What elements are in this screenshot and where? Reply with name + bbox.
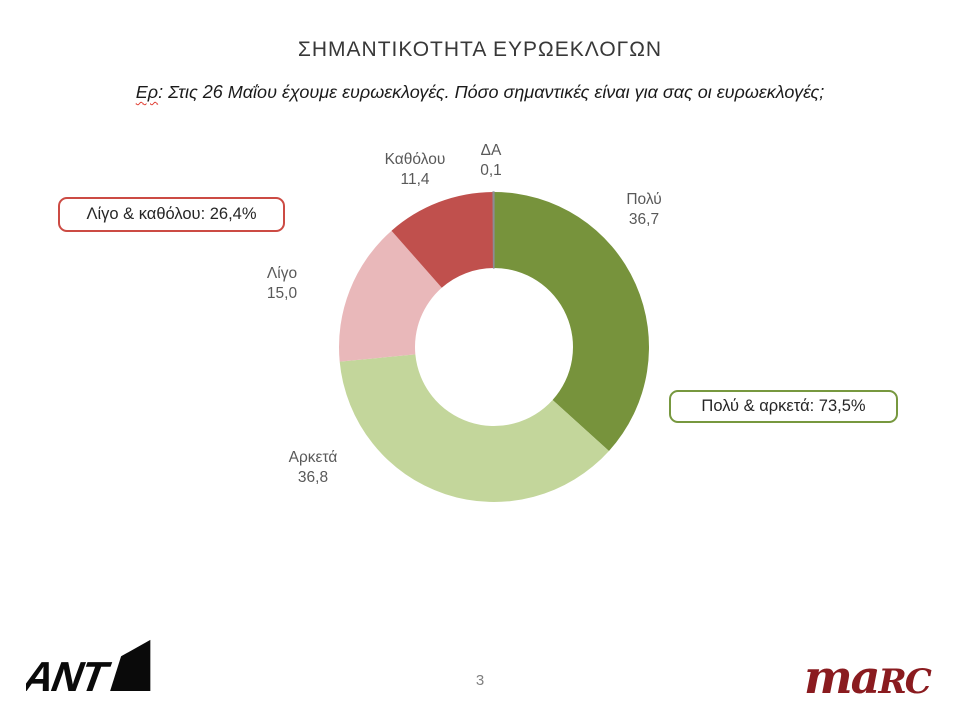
ant1-logo-text: ANT	[26, 654, 116, 700]
slice-label-da: ΔΑ 0,1	[446, 141, 536, 181]
slice-label-arketa-name: Αρκετά	[288, 449, 338, 466]
callout-ligo-katholou: Λίγο & καθόλου: 26,4%	[58, 197, 285, 232]
slice-label-ligo-value: 15,0	[266, 285, 298, 302]
page-number: 3	[475, 672, 485, 689]
slice-label-katholou: Καθόλου 11,4	[370, 150, 460, 190]
marc-logo-rc: RC	[878, 662, 931, 702]
survey-question-prefix: Ερ	[135, 82, 159, 102]
survey-question: Ερ: Στις 26 Μαΐου έχουμε ευρωεκλογές. Πό…	[0, 82, 960, 103]
survey-question-rest: : Στις 26 Μαΐου έχουμε ευρωεκλογές. Πόσο…	[158, 82, 825, 102]
slice-label-katholou-value: 11,4	[400, 171, 430, 188]
donut-slice-2	[339, 230, 442, 362]
donut-chart	[339, 191, 650, 503]
donut-slice-3	[391, 192, 494, 288]
callout-poly-arketa: Πολύ & αρκετά: 73,5%	[669, 390, 898, 423]
slice-label-ligo-name: Λίγο	[266, 265, 298, 282]
donut-slice-1	[339, 354, 609, 503]
slice-label-arketa: Αρκετά 36,8	[268, 448, 358, 488]
slice-label-da-name: ΔΑ	[480, 142, 502, 159]
slice-label-poly: Πολύ 36,7	[599, 190, 689, 230]
slice-label-ligo: Λίγο 15,0	[237, 264, 327, 304]
slice-label-arketa-value: 36,8	[297, 469, 329, 486]
marc-logo: maRC	[804, 654, 944, 700]
donut-slice-0	[494, 192, 650, 451]
marc-logo-ma: ma	[804, 650, 880, 704]
slice-label-katholou-name: Καθόλου	[384, 151, 446, 168]
donut-slice-4	[492, 191, 495, 269]
ant1-logo-one-flag	[110, 639, 151, 692]
page-title: ΣΗΜΑΝΤΙΚΟΤΗΤΑ ΕΥΡΩΕΚΛΟΓΩΝ	[297, 38, 663, 61]
slice-label-poly-value: 36,7	[628, 211, 660, 228]
ant1-logo: ANT	[26, 639, 151, 701]
slice-label-da-value: 0,1	[480, 162, 502, 179]
slice-label-poly-name: Πολύ	[626, 191, 662, 208]
